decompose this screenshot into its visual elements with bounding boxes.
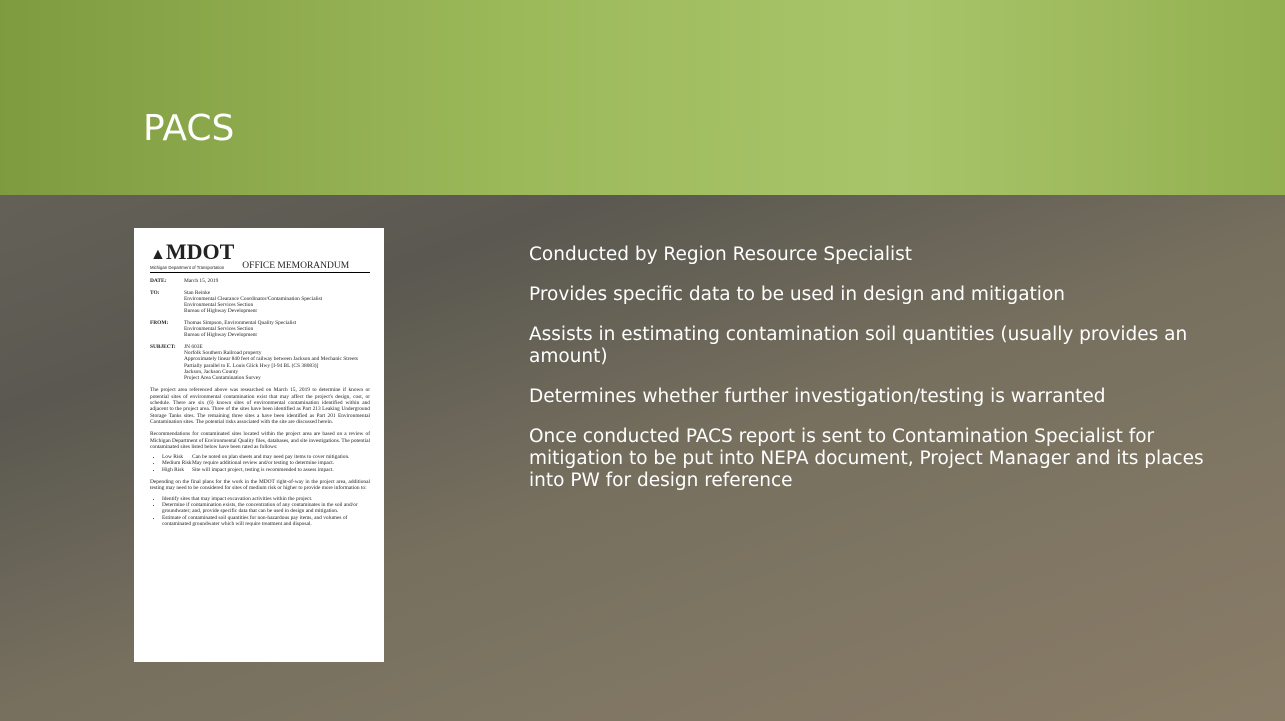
memo-item: Estimate of contaminated soil quantities… [162,515,370,528]
slide-title: PACS [143,108,234,149]
logo-block: ▲MDOT Michigan Department of Transportat… [150,242,234,271]
field-label: FROM: [150,320,184,339]
bullet: Once conducted PACS report is sent to Co… [529,426,1219,492]
field-line: March 15, 2019 [184,278,218,284]
memo-field: FROM:Thomas Simpson, Environmental Quali… [150,320,370,339]
logo-sub: Michigan Department of Transportation [150,265,234,271]
field-value: March 15, 2019 [184,278,218,284]
field-line: Approximately linear 840 feet of railway… [184,356,358,362]
memo-image: ▲MDOT Michigan Department of Transportat… [134,228,384,662]
bullet: Provides specific data to be used in des… [529,284,1219,306]
risk-text: Can be noted on plan sheets and may need… [192,454,350,460]
memo-item: Determine if contamination exists, the c… [162,502,370,515]
memo-header: ▲MDOT Michigan Department of Transportat… [150,242,370,273]
field-label: TO: [150,290,184,315]
logo-text: MDOT [166,239,234,264]
memo-closing: Depending on the final plans for the wor… [150,479,370,492]
risk-level: High Risk [162,467,192,473]
field-value: Thomas Simpson, Environmental Quality Sp… [184,320,296,339]
field-line: Bureau of Highway Development [184,308,322,314]
memo-field: DATE:March 15, 2019 [150,278,370,284]
memo-paragraph: The project area referenced above was re… [150,387,370,425]
memo-paragraph: Recommendations for contaminated sites l… [150,431,370,450]
risk-text: May require additional review and/or tes… [192,460,334,466]
field-line: Project Area Contamination Survey [184,375,358,381]
logo: ▲MDOT [150,242,234,265]
field-label: DATE: [150,278,184,284]
field-label: SUBJECT: [150,344,184,382]
bullet: Determines whether further investigation… [529,386,1219,408]
header-band [0,0,1285,195]
bullet: Conducted by Region Resource Specialist [529,244,1219,266]
bullet: Assists in estimating contamination soil… [529,324,1219,368]
field-line: Bureau of Highway Development [184,332,296,338]
bullet-list: Conducted by Region Resource Specialist P… [529,244,1219,510]
slide: PACS Conducted by Region Resource Specia… [0,0,1285,721]
risk-text: Site will impact project, testing is rec… [192,467,334,473]
memo-heading: OFFICE MEMORANDUM [242,261,349,271]
memo-items: Identify sites that may impact excavatio… [150,496,370,527]
